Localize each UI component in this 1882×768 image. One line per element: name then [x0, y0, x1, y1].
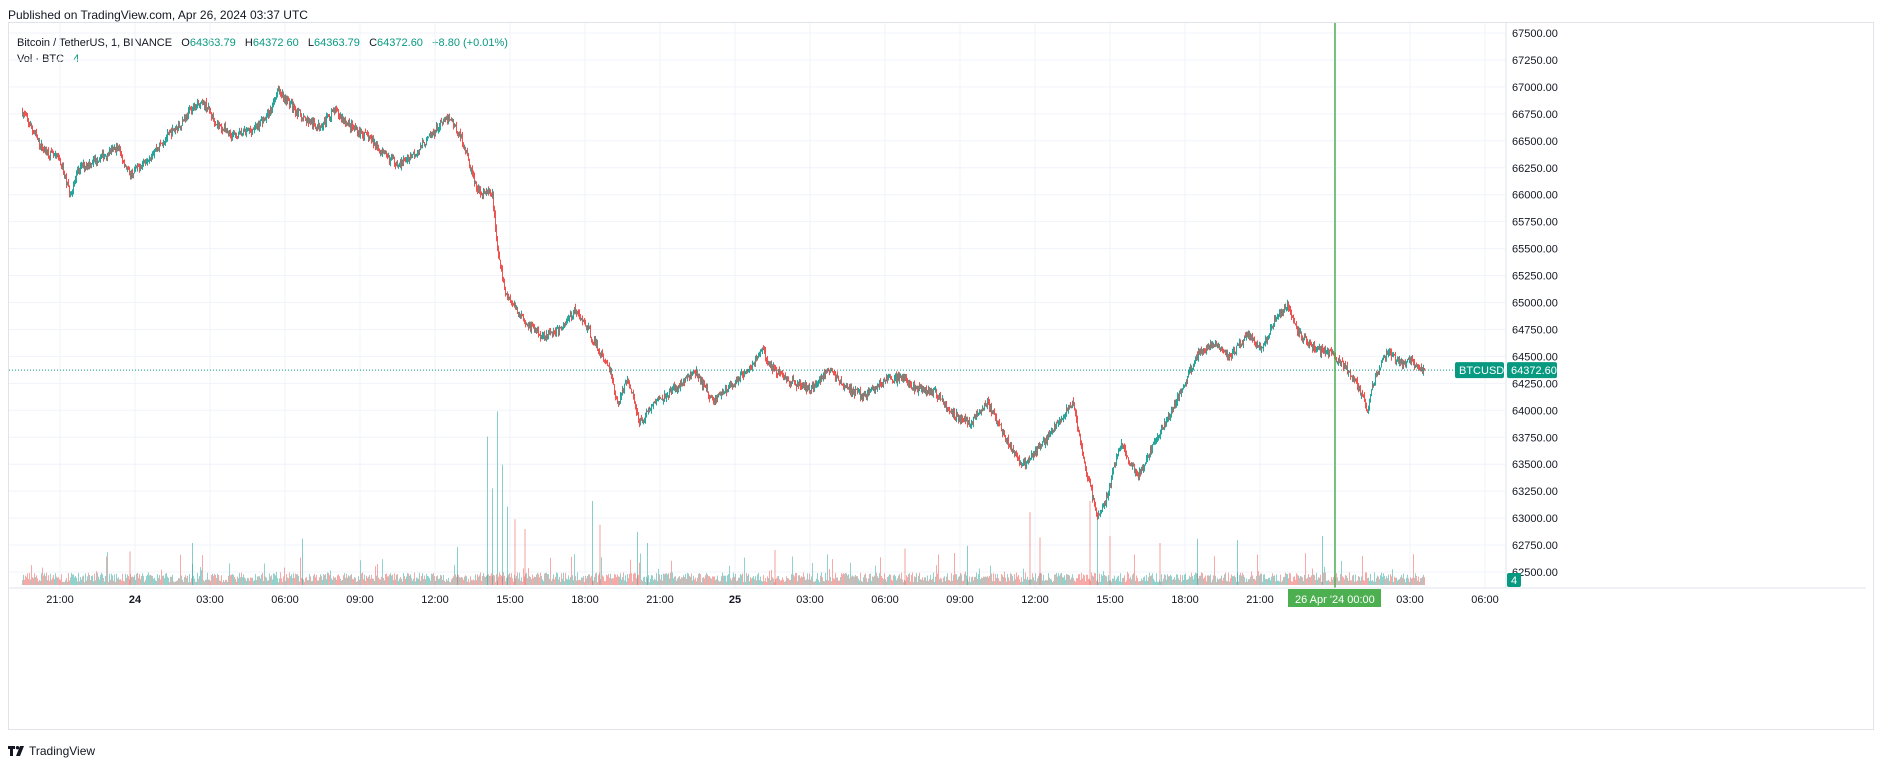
low-value: 64363.79	[314, 37, 360, 49]
volume-value: 4	[73, 53, 80, 65]
footer-brand-label: TradingView	[29, 744, 96, 758]
chart-frame[interactable]	[8, 22, 1874, 730]
footer-brand[interactable]: TradingView	[8, 744, 95, 758]
high-label: H	[244, 37, 253, 49]
open-value: 64363.79	[189, 37, 236, 49]
open-label: O	[181, 37, 190, 49]
high-value: 64372.60	[252, 37, 299, 49]
change-value: +8.80 (+0.01%)	[432, 37, 508, 49]
published-caption: Published on TradingView.com, Apr 26, 20…	[8, 8, 308, 22]
volume-label[interactable]: Vol · BTC	[17, 53, 65, 65]
tradingview-logo-icon	[8, 746, 24, 756]
low-label: L	[307, 37, 315, 49]
close-label: C	[369, 37, 378, 49]
chart-legend: Bitcoin / TetherUS, 1, BINANCE O64363.79…	[17, 35, 508, 67]
volume-legend-row: Vol · BTC 4	[17, 51, 508, 67]
ohlc-legend-row: Bitcoin / TetherUS, 1, BINANCE O64363.79…	[17, 35, 508, 51]
symbol-label[interactable]: Bitcoin / TetherUS, 1, BINANCE	[17, 37, 173, 49]
close-value: 64372.60	[377, 37, 423, 49]
